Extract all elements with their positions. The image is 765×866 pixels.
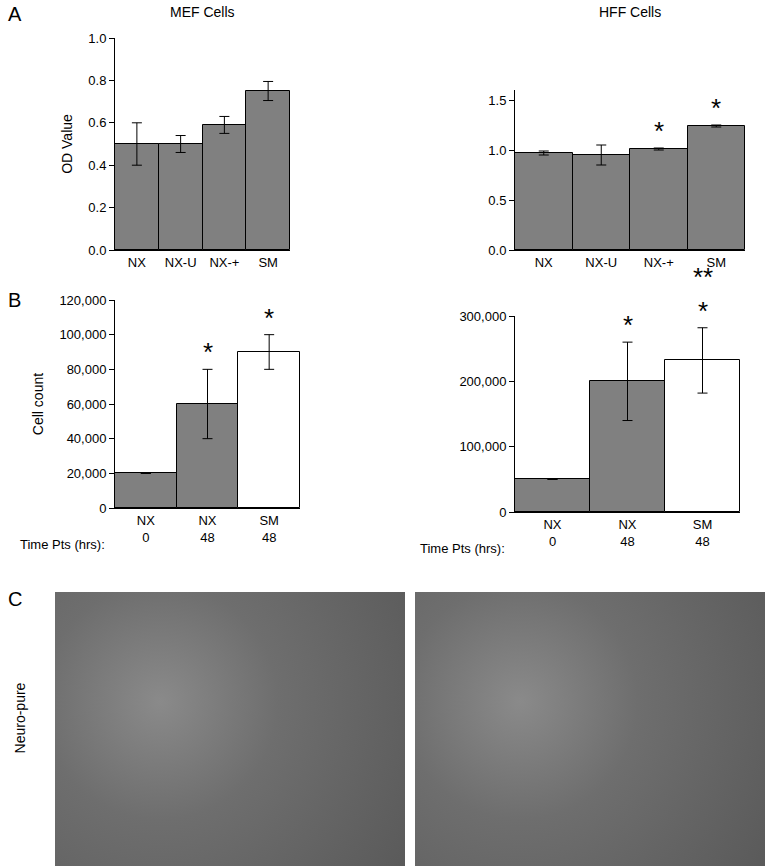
html-text:C: C (8, 588, 23, 610)
svg-text:0.2: 0.2 (88, 200, 106, 215)
svg-text:A: A (8, 3, 22, 25)
svg-text:SM48: SM48 (259, 513, 279, 545)
svg-text:Cell count: Cell count (30, 373, 46, 435)
svg-text:100,000: 100,000 (459, 439, 506, 454)
svg-text:300,000: 300,000 (459, 309, 506, 324)
svg-text:NX-U: NX-U (165, 255, 197, 270)
svg-text:0.4: 0.4 (88, 158, 106, 173)
svg-text:0: 0 (499, 505, 506, 520)
svg-text:1.5: 1.5 (488, 93, 506, 108)
svg-text:NX-+: NX-+ (644, 255, 674, 270)
svg-text:1.0: 1.0 (88, 31, 106, 46)
svg-text:*: * (264, 303, 274, 333)
svg-text:40,000: 40,000 (67, 431, 107, 446)
svg-text:HFF Cells: HFF Cells (599, 4, 661, 20)
svg-text:Time Pts (hrs):: Time Pts (hrs): (20, 537, 105, 552)
svg-text:0: 0 (99, 501, 106, 516)
svg-text:0.8: 0.8 (88, 73, 106, 88)
svg-text:*: * (711, 93, 721, 123)
svg-text:B: B (8, 289, 21, 311)
svg-text:Time Pts (hrs):: Time Pts (hrs): (420, 541, 505, 556)
svg-text:0.0: 0.0 (488, 243, 506, 258)
html-text:Neuro-pure: Neuro-pure (12, 682, 28, 754)
svg-text:NX-U: NX-U (585, 255, 617, 270)
svg-text:120,000: 120,000 (59, 293, 106, 308)
svg-text:OD Value: OD Value (59, 114, 75, 174)
svg-text:NX: NX (535, 255, 553, 270)
svg-text:200,000: 200,000 (459, 374, 506, 389)
svg-text:NX48: NX48 (198, 513, 216, 545)
svg-text:0.5: 0.5 (488, 193, 506, 208)
svg-text:NX48: NX48 (618, 517, 636, 549)
svg-text:20,000: 20,000 (67, 466, 107, 481)
svg-text:*: * (623, 310, 633, 340)
svg-text:*: * (203, 337, 213, 367)
svg-text:80,000: 80,000 (67, 362, 107, 377)
svg-text:MEF Cells: MEF Cells (170, 4, 235, 20)
svg-text:60,000: 60,000 (67, 397, 107, 412)
svg-text:SM: SM (258, 255, 278, 270)
svg-text:1.0: 1.0 (488, 143, 506, 158)
svg-text:NX0: NX0 (137, 513, 155, 545)
svg-text:NX: NX (128, 255, 146, 270)
svg-text:NX0: NX0 (543, 517, 561, 549)
svg-text:SM48: SM48 (693, 517, 713, 549)
svg-text:*: * (654, 116, 664, 146)
svg-text:SM: SM (707, 255, 727, 270)
svg-text:100,000: 100,000 (59, 327, 106, 342)
svg-text:NX-+: NX-+ (209, 255, 239, 270)
svg-text:***: *** (693, 262, 713, 326)
svg-text:0.0: 0.0 (88, 243, 106, 258)
svg-text:0.6: 0.6 (88, 115, 106, 130)
